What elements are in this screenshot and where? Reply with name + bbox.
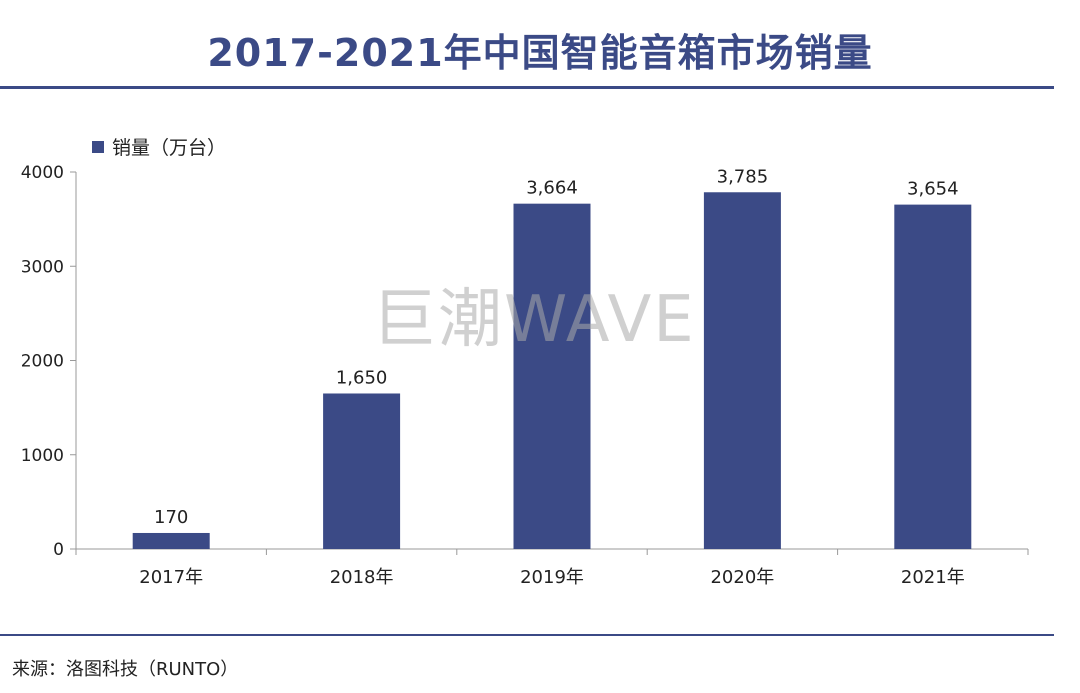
y-tick-label: 1000 [21, 446, 64, 466]
bar-value-label: 3,664 [526, 178, 578, 199]
bar [513, 203, 591, 549]
axes: 0 1000 2000 3000 4000 [21, 163, 1029, 560]
bars [132, 192, 972, 550]
chart-title: 2017-2021年中国智能音箱市场销量 [207, 31, 873, 75]
x-tick-label: 2020年 [710, 567, 774, 588]
legend-swatch [92, 140, 104, 153]
legend-label: 销量（万台） [112, 137, 227, 159]
footer-rule [0, 634, 1054, 636]
x-tick-label: 2018年 [330, 567, 394, 588]
y-tick-label: 3000 [21, 257, 64, 277]
bar [132, 532, 210, 549]
bar-value-label: 3,654 [907, 179, 959, 200]
title-rule [0, 86, 1054, 89]
x-tick-label: 2017年 [139, 567, 203, 588]
bar [323, 393, 401, 549]
legend: 销量（万台） [92, 133, 226, 160]
data-labels: 170 2017年 1,650 2018年 3,664 2019年 3,785 2020年 3,… [139, 166, 964, 588]
bar-value-label: 1,650 [336, 367, 388, 388]
source-note: 来源：洛图科技（RUNTO） [12, 659, 239, 680]
bar-value-label: 3,785 [717, 166, 769, 187]
y-tick-label: 2000 [21, 352, 64, 372]
x-tick-label: 2019年 [520, 567, 584, 588]
bar [894, 204, 972, 549]
bar [703, 192, 781, 550]
bar-value-label: 170 [154, 507, 188, 528]
y-tick-label: 4000 [21, 163, 64, 183]
watermark: 巨潮WAVE [372, 283, 696, 357]
y-tick-label: 0 [53, 540, 64, 560]
x-tick-label: 2021年 [901, 567, 965, 588]
